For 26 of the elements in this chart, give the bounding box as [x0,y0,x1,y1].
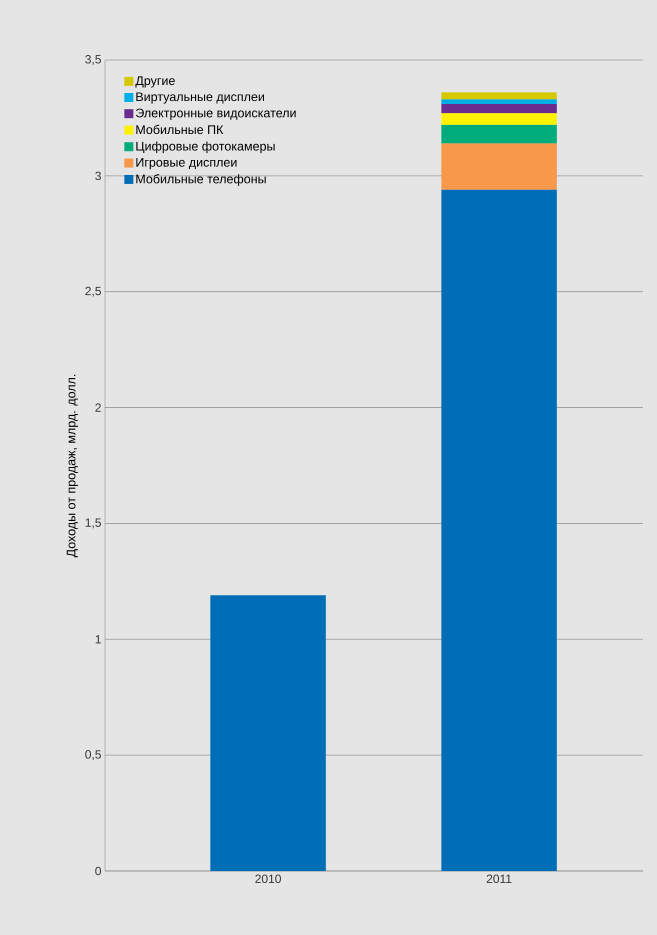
y-tick-label: 3 [95,172,101,180]
x-tick-label: 2011 [486,874,512,884]
y-tick-label: 0 [95,866,102,876]
legend-label: Виртуальные дисплеи [136,92,264,104]
y-tick-label: 1,5 [86,518,101,528]
legend-label: Мобильные телефоны [136,174,266,186]
y-tick-label: 2,5 [85,286,101,297]
bar [441,92,557,100]
bar [441,113,557,125]
y-tick-label: 0,5 [85,750,101,760]
y-axis-title: Доходы от продаж, млрд. долл. [66,374,78,558]
x-tick-label: 2010 [255,874,281,884]
bar [441,124,557,144]
legend-label: Другие [135,76,175,88]
legend-label: Цифровые фотокамеры [136,141,275,154]
bar [441,143,557,190]
y-tick-label: 1 [96,635,101,644]
y-tick-label: 3,5 [85,55,101,65]
bar [441,190,557,871]
y-tick-label: 2 [95,403,101,412]
bar [210,595,326,871]
legend-label: Мобильные ПК [136,124,224,134]
bar [441,104,557,114]
bar [441,99,557,104]
legend-label: Электронные видоискатели [136,108,296,120]
legend-label: Игровые дисплеи [136,158,236,170]
